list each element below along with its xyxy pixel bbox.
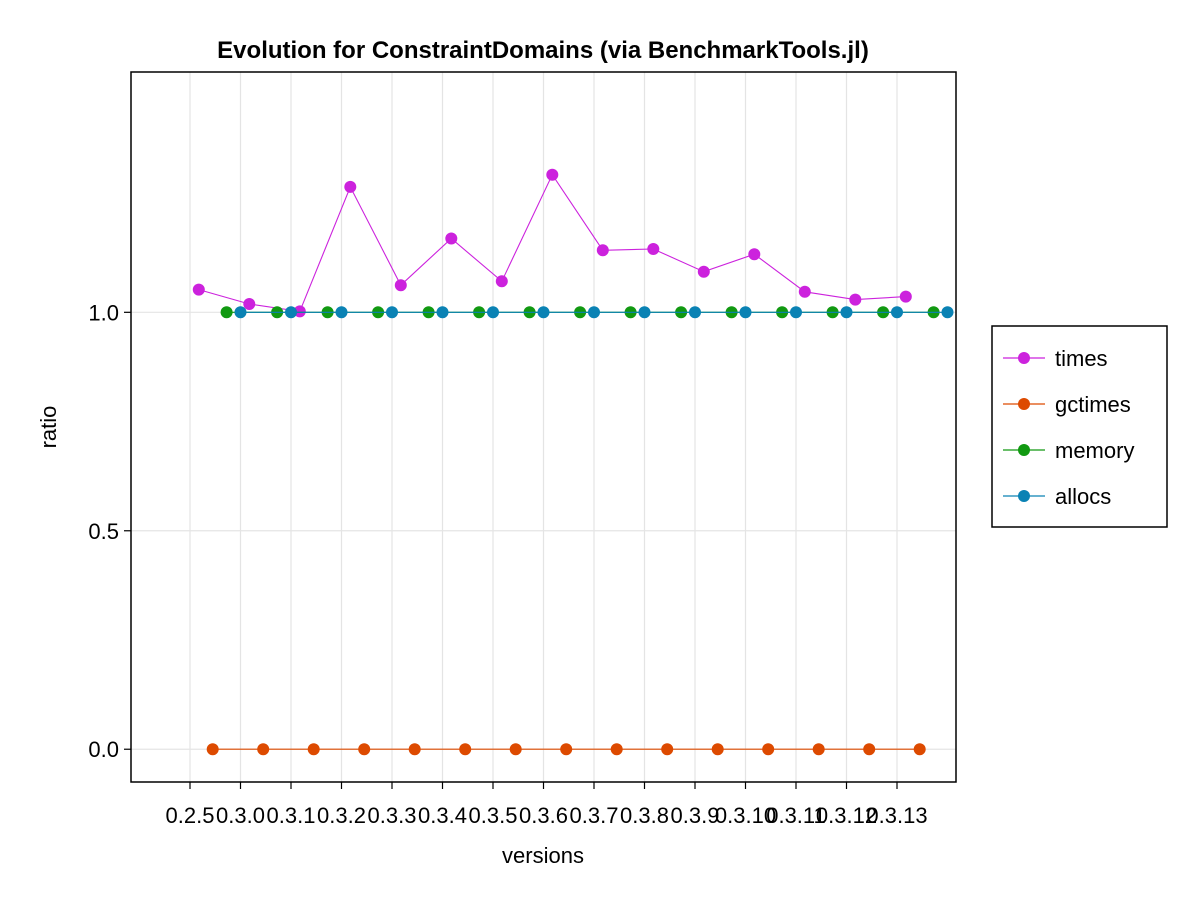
x-axis-label: versions — [502, 843, 584, 868]
data-point-allocs — [739, 306, 752, 319]
data-point-allocs — [790, 306, 802, 319]
x-tick-label: 0.3.5 — [469, 803, 518, 828]
x-tick-label: 0.3.8 — [620, 803, 669, 828]
y-axis-label: ratio — [36, 406, 61, 449]
x-tick-label: 0.3.3 — [368, 803, 417, 828]
y-tick-label: 1.0 — [88, 300, 119, 325]
data-point-allocs — [588, 306, 600, 319]
legend-label: allocs — [1055, 484, 1111, 509]
legend-item-allocs: allocs — [1003, 484, 1111, 509]
data-point-times — [394, 279, 407, 292]
data-point-gctimes — [509, 743, 522, 756]
data-point-times — [192, 283, 205, 296]
x-tick-label: 0.3.9 — [671, 803, 720, 828]
data-point-gctimes — [459, 743, 472, 756]
data-point-gctimes — [560, 743, 573, 756]
legend-label: memory — [1055, 438, 1134, 463]
data-point-gctimes — [206, 743, 219, 756]
data-point-times — [748, 248, 761, 261]
data-point-times — [899, 290, 912, 303]
legend-label: times — [1055, 346, 1108, 371]
data-point-times — [546, 168, 559, 181]
data-point-gctimes — [307, 743, 320, 756]
data-point-allocs — [638, 306, 651, 319]
data-point-allocs — [285, 306, 297, 319]
data-point-allocs — [689, 306, 701, 319]
data-point-gctimes — [913, 743, 926, 756]
y-axis-ticks: 0.0 0.5 1.0 — [88, 300, 131, 762]
legend-marker — [1018, 352, 1030, 364]
data-point-times — [798, 285, 811, 298]
data-point-times — [445, 232, 458, 245]
data-point-allocs — [436, 306, 449, 319]
legend-marker — [1018, 398, 1030, 410]
data-point-gctimes — [358, 743, 371, 756]
data-point-times — [243, 298, 256, 310]
y-tick-label: 0.0 — [88, 737, 119, 762]
data-point-gctimes — [863, 743, 876, 756]
x-tick-label: 0.3.10 — [715, 803, 776, 828]
x-tick-label: 0.3.6 — [519, 803, 568, 828]
legend-label: gctimes — [1055, 392, 1131, 417]
x-axis-ticks: 0.2.5 0.3.0 0.3.1 0.3.2 0.3.3 0.3.4 0.3.5 0.3.6… — [166, 782, 928, 828]
x-tick-label: 0.3.4 — [418, 803, 467, 828]
data-point-memory — [220, 306, 233, 319]
legend: times gctimes memory allocs — [991, 325, 1168, 528]
data-point-gctimes — [610, 743, 623, 756]
data-point-times — [596, 244, 609, 257]
legend-item-memory: memory — [1003, 438, 1134, 463]
series-times — [192, 168, 912, 318]
legend-marker — [1018, 490, 1030, 502]
data-point-times — [697, 265, 710, 278]
data-point-allocs — [840, 306, 853, 319]
data-point-times — [647, 243, 660, 255]
chart-title: Evolution for ConstraintDomains (via Ben… — [217, 37, 869, 64]
data-point-allocs — [487, 306, 499, 319]
data-point-gctimes — [711, 743, 724, 756]
series-allocs — [234, 306, 954, 319]
series-gctimes — [206, 743, 926, 756]
data-point-gctimes — [762, 743, 775, 756]
data-point-times — [495, 275, 508, 288]
legend-marker — [1018, 444, 1030, 456]
y-tick-label: 0.5 — [88, 519, 119, 544]
data-point-gctimes — [812, 743, 825, 756]
data-point-gctimes — [408, 743, 421, 756]
x-tick-label: 0.3.12 — [816, 803, 877, 828]
x-tick-label: 0.3.2 — [317, 803, 366, 828]
data-point-allocs — [891, 306, 903, 319]
data-point-allocs — [234, 306, 247, 319]
data-point-times — [849, 293, 862, 306]
x-tick-label: 0.3.13 — [866, 803, 927, 828]
data-point-allocs — [386, 306, 398, 319]
x-tick-label: 0.3.0 — [216, 803, 265, 828]
grid — [131, 72, 956, 782]
legend-item-gctimes: gctimes — [1003, 392, 1131, 417]
data-point-gctimes — [257, 743, 270, 756]
x-tick-label: 0.3.11 — [766, 803, 826, 828]
x-tick-label: 0.2.5 — [166, 803, 215, 828]
data-point-gctimes — [661, 743, 674, 756]
data-point-allocs — [335, 306, 348, 319]
legend-item-times: times — [1003, 346, 1108, 371]
x-tick-label: 0.3.1 — [267, 803, 316, 828]
data-point-allocs — [941, 306, 954, 319]
data-point-times — [293, 305, 306, 318]
data-point-times — [344, 180, 357, 193]
x-tick-label: 0.3.7 — [570, 803, 619, 828]
data-point-allocs — [537, 306, 550, 319]
plot-series — [192, 168, 954, 756]
